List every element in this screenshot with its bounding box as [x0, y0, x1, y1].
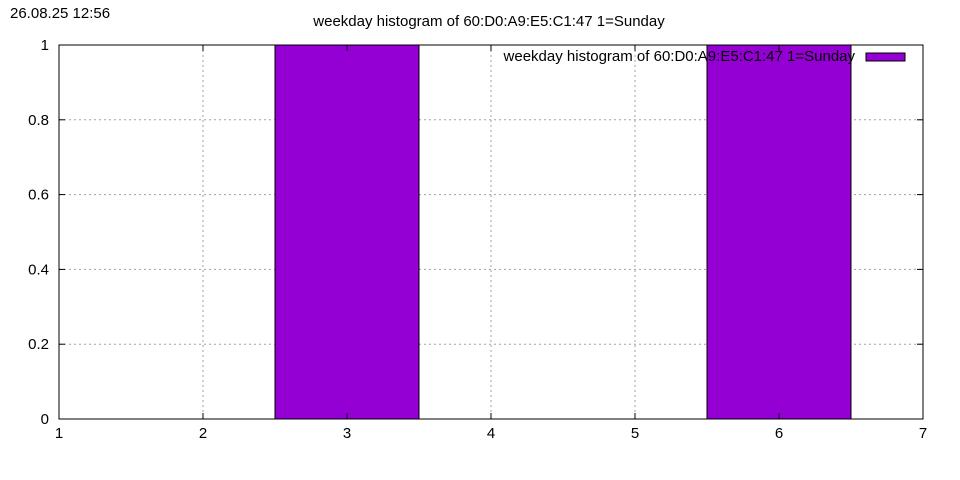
bar	[706, 44, 852, 420]
axis-ticks: 1 2 3 4 5 6 7 0 0.2 0.4 0.6 0.8 1	[28, 37, 927, 442]
x-tick-label: 4	[487, 425, 495, 442]
x-tick-label: 2	[199, 425, 207, 442]
timestamp: 26.08.25 12:56	[10, 5, 110, 22]
x-tick-label: 1	[55, 425, 63, 442]
legend-swatch	[865, 52, 906, 62]
y-tick-label: 0.8	[28, 112, 49, 129]
y-tick-label: 0.4	[28, 261, 49, 278]
y-tick-label: 1	[41, 37, 49, 54]
x-tick-label: 5	[631, 425, 639, 442]
chart-title: weekday histogram of 60:D0:A9:E5:C1:47 1…	[312, 13, 665, 30]
x-tick-label: 6	[775, 425, 783, 442]
x-tick-label: 7	[919, 425, 927, 442]
y-tick-label: 0.2	[28, 336, 49, 353]
y-tick-label: 0	[41, 411, 49, 428]
y-tick-label: 0.6	[28, 187, 49, 204]
legend: weekday histogram of 60:D0:A9:E5:C1:47 1…	[503, 48, 906, 65]
bar	[274, 44, 420, 420]
x-tick-label: 3	[343, 425, 351, 442]
legend-label: weekday histogram of 60:D0:A9:E5:C1:47 1…	[503, 48, 856, 65]
bars	[274, 44, 852, 420]
